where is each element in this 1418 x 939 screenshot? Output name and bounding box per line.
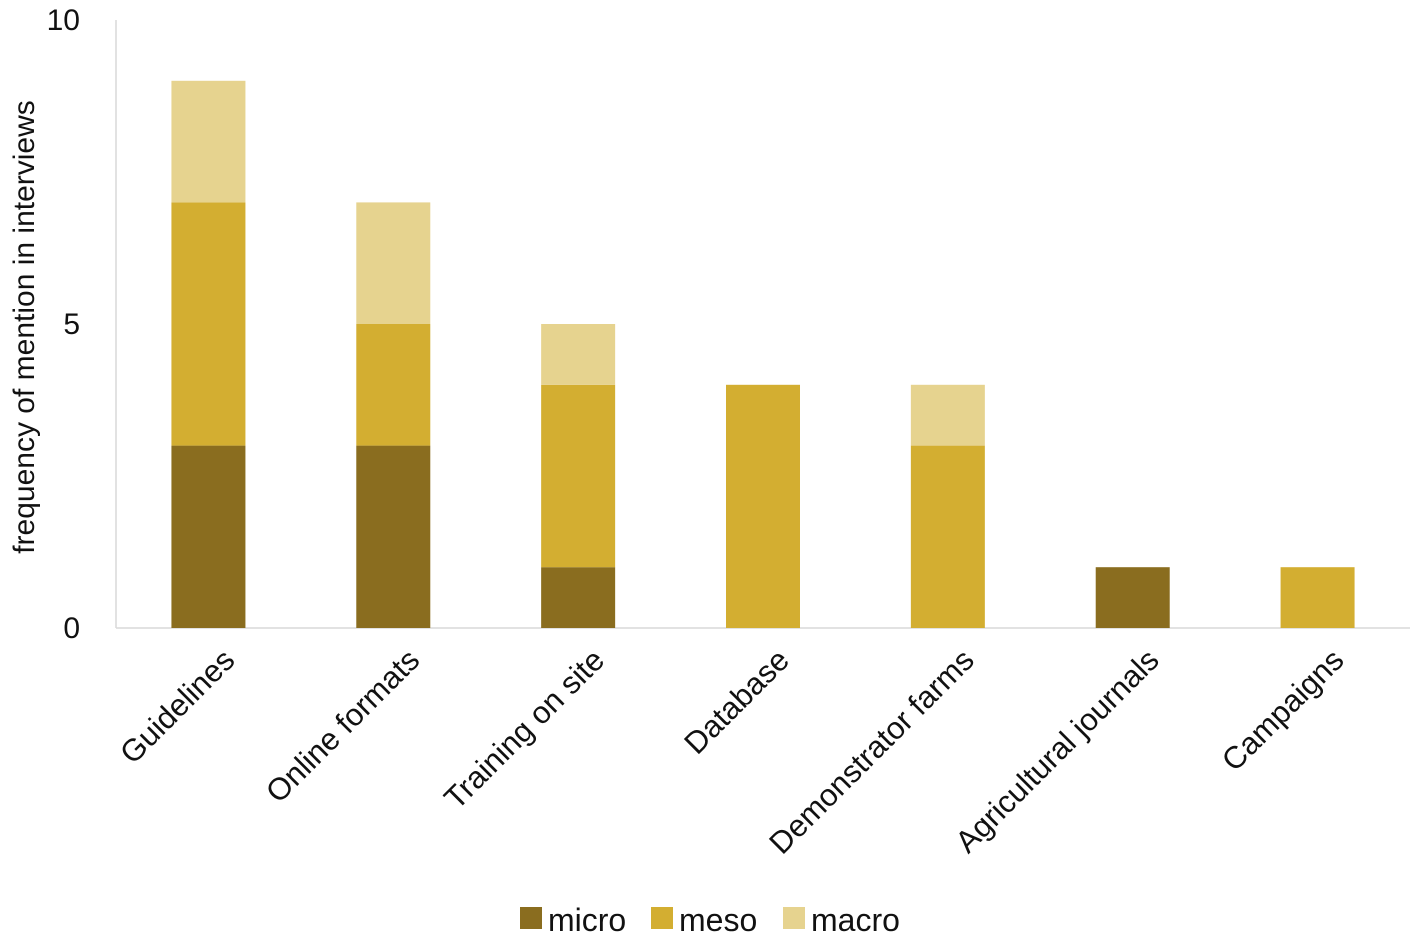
y-tick-label-10: 10 [47, 4, 80, 37]
legend-label-meso: meso [679, 902, 757, 938]
bar-group [171, 80, 1355, 628]
y-tick-label-5: 5 [63, 308, 80, 341]
category-label-agricultural-journals: Agricultural journals [948, 642, 1165, 859]
legend-label-macro: macro [811, 902, 900, 938]
category-label-demonstrator-farms: Demonstrator farms [762, 642, 980, 860]
bar-online-formats-micro [356, 445, 431, 628]
bar-guidelines-meso [171, 202, 246, 446]
legend-swatch-meso [651, 907, 673, 929]
category-labels: Guidelines Online formats Training on site… [113, 642, 1350, 860]
bar-training-on-site-micro [541, 567, 616, 628]
category-label-database: Database [677, 642, 796, 761]
category-label-online-formats: Online formats [259, 642, 426, 809]
bar-demonstrator-farms-meso [910, 445, 985, 628]
category-label-campaigns: Campaigns [1215, 642, 1351, 778]
legend-swatch-macro [783, 907, 805, 929]
legend-swatch-micro [520, 907, 542, 929]
category-label-training-on-site: Training on site [437, 642, 611, 816]
y-tick-label-0: 0 [63, 612, 80, 645]
bar-guidelines-micro [171, 445, 246, 628]
bar-guidelines-macro [171, 80, 246, 203]
legend-label-micro: micro [548, 902, 626, 938]
legend: micro meso macro [520, 902, 900, 938]
y-tick-labels: 0 5 10 [47, 4, 80, 645]
bar-agricultural-journals-micro [1095, 567, 1170, 628]
bar-online-formats-macro [356, 202, 431, 324]
category-label-guidelines: Guidelines [113, 642, 241, 770]
bar-demonstrator-farms-macro [910, 384, 985, 446]
bar-campaigns-meso [1280, 567, 1355, 628]
bar-database-meso [726, 384, 800, 628]
bar-online-formats-meso [356, 324, 431, 446]
bar-training-on-site-meso [541, 384, 616, 568]
y-axis-title: frequency of mention in interviews [8, 100, 41, 554]
bar-training-on-site-macro [541, 324, 616, 385]
